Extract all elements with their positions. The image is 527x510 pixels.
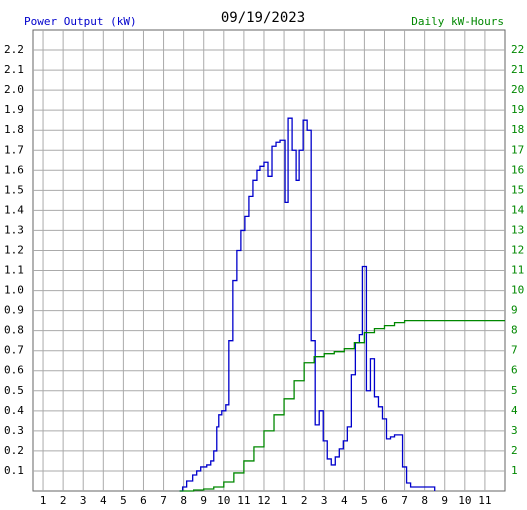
y-tick-label: 1.7 [4, 143, 24, 156]
x-tick-label: 12 [257, 494, 270, 507]
x-tick-label: 5 [361, 494, 368, 507]
y-tick-label: 2.0 [4, 83, 24, 96]
x-tick-label: 9 [200, 494, 207, 507]
data-line [179, 117, 436, 492]
y2-tick-label: 3 [511, 424, 518, 437]
y2-tick-label: 18 [511, 123, 524, 136]
y-tick-label: 0.1 [4, 464, 24, 477]
y-tick-label: 1.3 [4, 223, 24, 236]
y2-tick-label: 8 [511, 324, 518, 337]
y2-tick-label: 15 [511, 183, 524, 196]
y2-tick-label: 11 [511, 264, 524, 277]
x-tick-label: 4 [100, 494, 107, 507]
y2-tick-label: 22 [511, 43, 524, 56]
y-tick-label: 1.9 [4, 103, 24, 116]
x-tick-label: 11 [478, 494, 491, 507]
y-tick-label: 1.6 [4, 163, 24, 176]
x-tick-label: 8 [421, 494, 428, 507]
y2-tick-label: 10 [511, 284, 524, 297]
y-tick-label: 0.3 [4, 424, 24, 437]
y2-tick-label: 13 [511, 223, 524, 236]
y-tick-label: 0.7 [4, 344, 24, 357]
x-tick-label: 3 [321, 494, 328, 507]
plot-frame [32, 29, 506, 492]
y-tick-label: 1.5 [4, 183, 24, 196]
x-tick-label: 3 [80, 494, 87, 507]
x-tick-label: 2 [301, 494, 308, 507]
x-tick-label: 7 [160, 494, 167, 507]
y-axis-label: Power Output (kW) [24, 15, 137, 28]
y2-axis-label: Daily kW-Hours [411, 15, 504, 28]
y2-tick-label: 2 [511, 444, 518, 457]
y-tick-label: 2.2 [4, 43, 24, 56]
x-tick-label: 11 [237, 494, 250, 507]
y-tick-label: 0.9 [4, 304, 24, 317]
x-tick-label: 8 [180, 494, 187, 507]
y2-tick-label: 5 [511, 384, 518, 397]
y-tick-label: 1.2 [4, 243, 24, 256]
y-tick-label: 1.0 [4, 284, 24, 297]
x-tick-label: 10 [217, 494, 230, 507]
x-tick-label: 6 [140, 494, 147, 507]
y-tick-label: 1.1 [4, 264, 24, 277]
x-tick-label: 4 [341, 494, 348, 507]
y2-tick-label: 12 [511, 243, 524, 256]
y-tick-label: 1.4 [4, 203, 24, 216]
x-tick-label: 1 [281, 494, 288, 507]
y2-tick-label: 21 [511, 63, 524, 76]
y-tick-label: 0.8 [4, 324, 24, 337]
x-tick-label: 6 [381, 494, 388, 507]
x-tick-label: 1 [40, 494, 47, 507]
chart-title: 09/19/2023 [221, 10, 305, 26]
y-tick-label: 0.6 [4, 364, 24, 377]
y2-tick-label: 17 [511, 143, 524, 156]
x-tick-label: 5 [120, 494, 127, 507]
x-tick-label: 2 [60, 494, 67, 507]
y2-tick-label: 7 [511, 344, 518, 357]
y2-tick-label: 19 [511, 103, 524, 116]
y-tick-label: 0.4 [4, 404, 24, 417]
x-tick-label: 9 [441, 494, 448, 507]
x-tick-label: 7 [401, 494, 408, 507]
y2-tick-label: 16 [511, 163, 524, 176]
y-tick-label: 2.1 [4, 63, 24, 76]
y2-tick-label: 4 [511, 404, 518, 417]
y2-tick-label: 20 [511, 83, 524, 96]
y2-tick-label: 9 [511, 304, 518, 317]
y2-tick-label: 6 [511, 364, 518, 377]
y-tick-label: 0.5 [4, 384, 24, 397]
data-line [179, 319, 505, 492]
y-tick-label: 0.2 [4, 444, 24, 457]
y2-tick-label: 14 [511, 203, 525, 216]
y2-tick-label: 1 [511, 464, 518, 477]
x-tick-label: 10 [458, 494, 471, 507]
y-tick-label: 1.8 [4, 123, 24, 136]
